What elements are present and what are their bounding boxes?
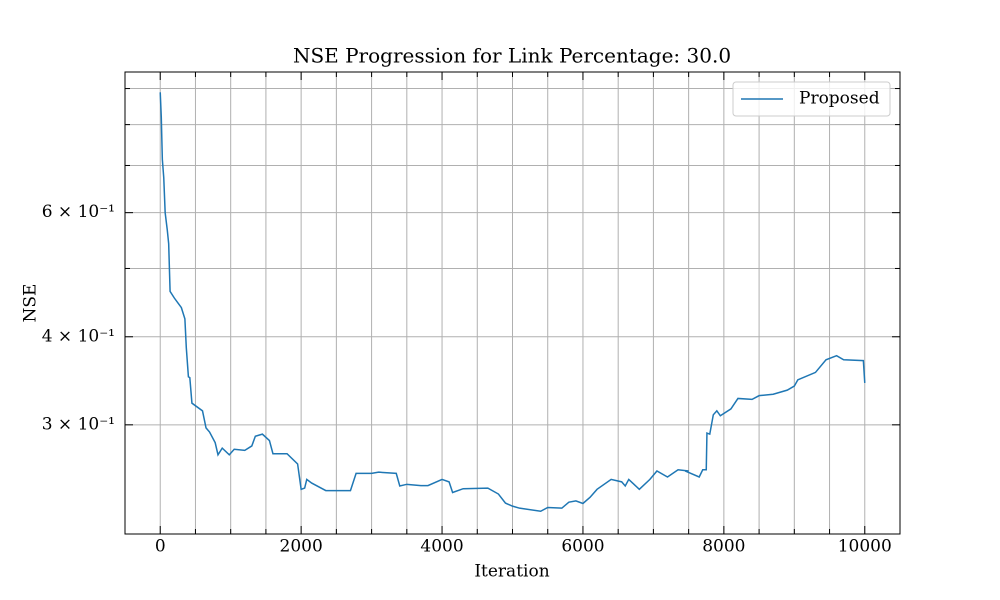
y-tick-label: 3 × 10⁻¹ xyxy=(42,414,115,434)
legend-box xyxy=(732,81,891,117)
chart-title: NSE Progression for Link Percentage: 30.… xyxy=(293,44,731,68)
x-axis-label: Iteration xyxy=(474,562,549,582)
y-tick-label: 4 × 10⁻¹ xyxy=(42,326,115,346)
y-tick-label: 6 × 10⁻¹ xyxy=(42,202,115,222)
data-line xyxy=(159,92,866,513)
x-tick-label: 10000 xyxy=(838,537,892,557)
x-tick-label: 8000 xyxy=(702,537,745,557)
plot-frame xyxy=(124,71,901,535)
y-axis-label: NSE xyxy=(21,284,41,323)
legend-label: Proposed xyxy=(799,89,880,109)
x-tick-label: 4000 xyxy=(420,537,463,557)
x-tick-label: 6000 xyxy=(561,537,604,557)
x-tick-label: 2000 xyxy=(280,537,323,557)
x-tick-label: 0 xyxy=(155,537,166,557)
